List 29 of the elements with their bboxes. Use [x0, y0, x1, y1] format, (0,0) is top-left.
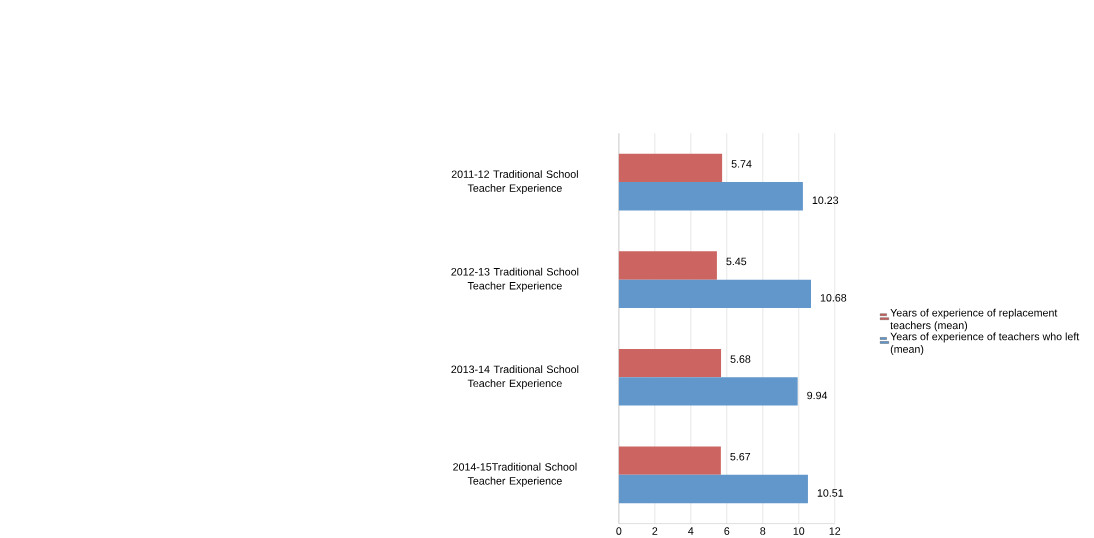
data-label: 5.68 [730, 355, 751, 363]
data-label: 5.45 [726, 257, 747, 266]
data-label: 10.51 [817, 489, 844, 497]
data-label: 5.74 [731, 160, 752, 168]
data-label: 9.94 [807, 391, 828, 399]
bar [618, 446, 721, 475]
y-tick-label: 2013-14 Traditional School Teacher Experience [451, 365, 579, 390]
bar [618, 279, 811, 308]
x-tick-label: 2 [652, 527, 658, 535]
bar [618, 153, 723, 182]
legend-label: Years of experience of teachers who left (mean) [890, 332, 1080, 355]
data-label: 10.68 [820, 293, 847, 302]
bar [618, 181, 803, 211]
legend-label: Years of experience of replacement teachers (mean) [890, 308, 1058, 332]
x-tick-label: 10 [793, 527, 805, 535]
data-label: 5.67 [730, 452, 751, 461]
x-tick-label: 0 [616, 527, 622, 535]
x-tick-label: 12 [829, 527, 841, 535]
y-tick-label: 2012-13 Traditional School Teacher Experience [451, 267, 579, 292]
y-tick-label: 2014-15Traditional School Teacher Experience [453, 462, 577, 487]
y-tick-label: 2011-12 Traditional School Teacher Experience [451, 169, 578, 194]
x-tick-label: 4 [688, 527, 694, 535]
data-label: 10.23 [812, 196, 839, 204]
bar [618, 348, 722, 378]
x-tick-label: 6 [724, 527, 730, 535]
x-tick-label: 8 [760, 527, 766, 535]
bar [618, 474, 808, 503]
bar [618, 377, 798, 406]
bar [618, 251, 717, 280]
